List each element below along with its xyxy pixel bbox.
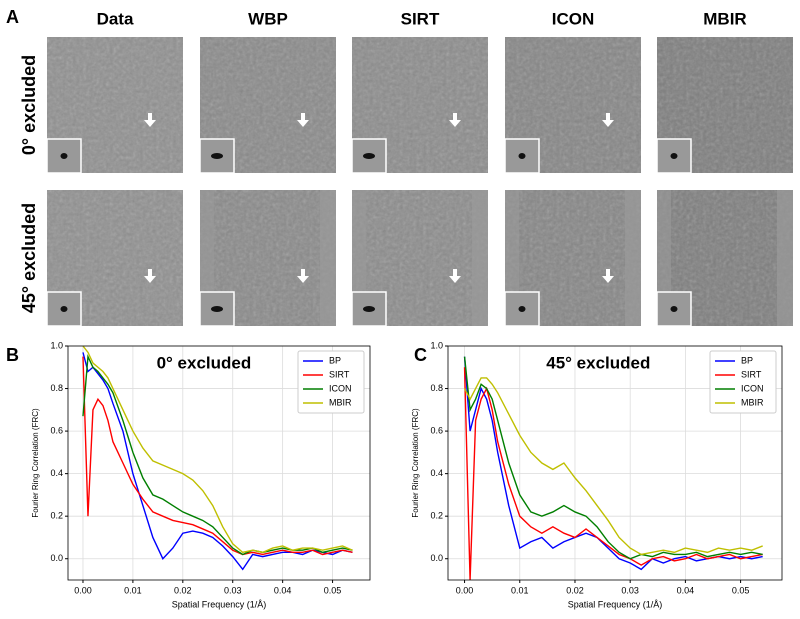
arrow: [297, 113, 309, 127]
arrow: [297, 269, 309, 283]
y-tick-label: 0.2: [430, 511, 443, 521]
inset-particle: [363, 153, 375, 159]
inset-particle: [211, 306, 223, 312]
x-tick-label: 0.02: [566, 585, 584, 595]
series-line: [82, 356, 353, 556]
series-line: [463, 367, 763, 581]
image-edge: [472, 190, 488, 326]
legend-box: [297, 350, 365, 414]
y-tick-label: 0.0: [430, 553, 443, 563]
legend-label: ICON: [329, 383, 352, 393]
panel-label: A: [6, 7, 19, 27]
y-tick-label: 0.0: [50, 553, 63, 563]
plot-frame: [447, 345, 783, 581]
arrow: [144, 113, 156, 127]
x-tick-label: 0.04: [677, 585, 695, 595]
inset-particle: [363, 306, 375, 312]
row-label: 0° excluded: [19, 55, 39, 155]
x-axis-label: Spatial Frequency (1/Å): [172, 599, 267, 609]
inset: [656, 138, 692, 174]
image-edge: [777, 190, 793, 326]
image-edge: [625, 190, 641, 326]
inset-particle: [518, 306, 526, 312]
column-header: SIRT: [401, 9, 440, 28]
x-tick-label: 0.04: [274, 585, 292, 595]
legend-label: MBIR: [329, 397, 352, 407]
plot-frame: [67, 345, 371, 581]
x-tick-label: 0.01: [511, 585, 529, 595]
inset-particle: [60, 153, 68, 159]
arrow: [449, 113, 461, 127]
x-tick-label: 0.00: [456, 585, 474, 595]
x-tick-label: 0.02: [174, 585, 192, 595]
panel-label: B: [6, 345, 19, 365]
x-tick-label: 0.05: [732, 585, 750, 595]
legend-label: ICON: [741, 383, 764, 393]
inset-particle: [670, 153, 678, 159]
chart-title: 0° excluded: [157, 353, 252, 372]
y-axis-label: Fourier Ring Correlation (FRC): [31, 408, 40, 518]
column-header: MBIR: [703, 9, 746, 28]
legend-label: SIRT: [741, 369, 762, 379]
x-tick-label: 0.03: [621, 585, 639, 595]
x-tick-label: 0.05: [324, 585, 342, 595]
y-tick-label: 0.2: [50, 511, 63, 521]
legend-box: [709, 350, 777, 414]
y-tick-label: 0.4: [50, 468, 63, 478]
arrow: [449, 269, 461, 283]
y-tick-label: 0.8: [430, 383, 443, 393]
series-line: [82, 352, 353, 571]
legend-label: SIRT: [329, 369, 350, 379]
x-tick-label: 0.03: [224, 585, 242, 595]
inset-particle: [518, 153, 526, 159]
series-line: [82, 345, 353, 554]
row-label: 45° excluded: [19, 203, 39, 313]
column-header: WBP: [248, 9, 288, 28]
y-tick-label: 0.8: [50, 383, 63, 393]
y-axis-label: Fourier Ring Correlation (FRC): [411, 408, 420, 518]
legend-label: BP: [329, 355, 341, 365]
arrow: [602, 269, 614, 283]
inset: [46, 138, 82, 174]
legend-label: MBIR: [741, 397, 764, 407]
legend-label: BP: [741, 355, 753, 365]
series-line: [463, 377, 763, 556]
y-tick-label: 1.0: [50, 340, 63, 350]
arrow: [602, 113, 614, 127]
image-edge: [320, 190, 336, 326]
y-tick-label: 0.6: [50, 425, 63, 435]
y-tick-label: 0.4: [430, 468, 443, 478]
series-line: [463, 356, 763, 560]
inset-particle: [211, 153, 223, 159]
chart-title: 45° excluded: [546, 353, 650, 372]
column-header: Data: [97, 9, 134, 28]
x-axis-label: Spatial Frequency (1/Å): [568, 599, 663, 609]
column-header: ICON: [552, 9, 595, 28]
x-tick-label: 0.01: [124, 585, 142, 595]
arrow: [144, 269, 156, 283]
inset-particle: [60, 306, 68, 312]
panel-label: C: [414, 345, 427, 365]
x-tick-label: 0.00: [74, 585, 92, 595]
inset-particle: [670, 306, 678, 312]
y-tick-label: 1.0: [430, 340, 443, 350]
y-tick-label: 0.6: [430, 425, 443, 435]
series-line: [82, 353, 353, 556]
